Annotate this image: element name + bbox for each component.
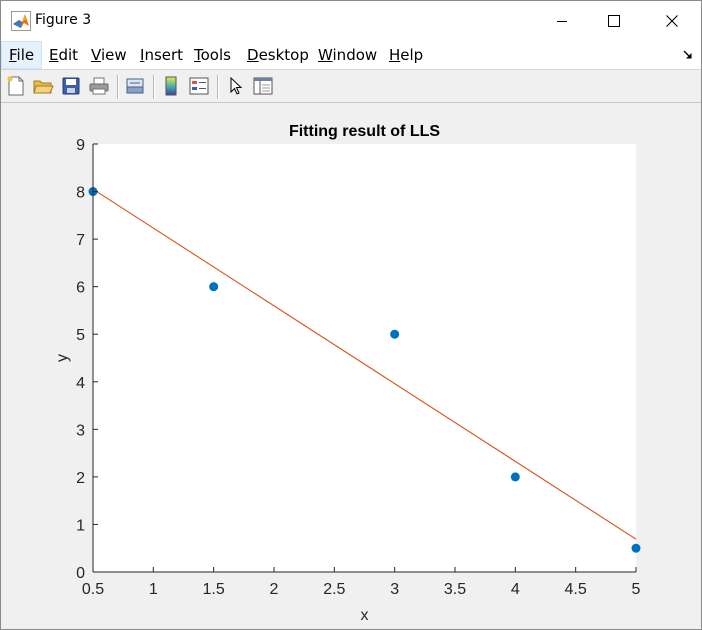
save-icon	[62, 77, 80, 95]
y-tick-label: 4	[76, 375, 85, 392]
close-button[interactable]	[649, 1, 695, 41]
data-point	[390, 329, 400, 339]
legend-icon	[189, 77, 209, 95]
print-button[interactable]	[88, 75, 110, 97]
menu-desktop[interactable]: Desktop	[247, 46, 309, 64]
open-file-button[interactable]	[32, 75, 54, 97]
new-figure-icon	[7, 76, 24, 96]
window-title: Figure 3	[35, 12, 92, 28]
x-axis-label: x	[361, 607, 369, 624]
y-tick-label: 0	[76, 565, 85, 582]
property-inspector-icon	[253, 77, 273, 95]
link-plot-button[interactable]	[124, 75, 146, 97]
figure-canvas[interactable]: 0.5 1 1.5 2 2.5 3 3.5 4 4.5 5 0 1 2 3 4 5 6 7 8 9 Fitting r…	[1, 103, 701, 629]
y-axis-label: y	[54, 354, 71, 362]
save-button[interactable]	[60, 75, 82, 97]
colorbar-icon	[165, 76, 177, 96]
toolbar-separator	[117, 75, 119, 99]
menu-view[interactable]: View	[91, 46, 127, 64]
y-tick-label: 7	[76, 232, 85, 249]
menu-file[interactable]: File	[1, 41, 43, 69]
menu-help[interactable]: Help	[389, 46, 424, 64]
y-tick-label: 3	[76, 422, 85, 439]
new-figure-button[interactable]	[5, 75, 27, 97]
print-icon	[89, 77, 109, 95]
dock-figure-icon[interactable]	[683, 50, 693, 60]
y-tick-label: 6	[76, 280, 85, 297]
menu-insert[interactable]: Insert	[140, 46, 184, 64]
close-icon	[666, 15, 678, 27]
minimize-icon	[557, 21, 567, 22]
y-tick-label: 5	[76, 327, 85, 344]
fit-line	[92, 188, 637, 540]
edit-plot-pointer-icon	[230, 76, 243, 95]
y-tick-label: 2	[76, 470, 85, 487]
edit-plot-button[interactable]	[225, 75, 247, 97]
menu-tools[interactable]: Tools	[194, 46, 231, 64]
x-tick-label: 3	[390, 581, 399, 598]
data-point	[631, 543, 641, 553]
insert-legend-button[interactable]	[188, 75, 210, 97]
insert-colorbar-button[interactable]	[160, 75, 182, 97]
x-tick-label: 2.5	[323, 581, 345, 598]
x-tick-label: 1	[149, 581, 158, 598]
x-tick-label: 3.5	[444, 581, 466, 598]
matlab-logo-icon	[11, 11, 31, 31]
y-tick-label: 1	[76, 517, 85, 534]
chart[interactable]: 0.5 1 1.5 2 2.5 3 3.5 4 4.5 5 0 1 2 3 4 5 6 7 8 9 Fitting r…	[1, 103, 701, 629]
x-tick-label: 5	[632, 581, 641, 598]
x-tick-label: 4.5	[565, 581, 587, 598]
toolbar-separator	[153, 75, 155, 99]
data-point	[209, 282, 219, 292]
open-file-icon	[33, 80, 54, 94]
menu-window[interactable]: Window	[318, 46, 378, 64]
chart-title: Fitting result of LLS	[289, 123, 440, 140]
x-tick-label: 2	[270, 581, 279, 598]
menu-bar: File Edit View Insert Tools Desktop Wind…	[1, 41, 701, 69]
y-tick-label: 9	[76, 137, 85, 154]
property-inspector-button[interactable]	[252, 75, 274, 97]
title-bar[interactable]: Figure 3	[1, 1, 701, 41]
menu-edit[interactable]: Edit	[49, 46, 79, 64]
x-tick-label: 0.5	[82, 581, 104, 598]
maximize-icon	[608, 15, 620, 27]
toolbar-separator	[217, 75, 219, 99]
minimize-button[interactable]	[539, 1, 585, 41]
link-plot-icon	[126, 78, 144, 94]
figure-toolbar	[1, 69, 701, 103]
x-tick-label: 1.5	[203, 581, 225, 598]
y-tick-label: 8	[76, 185, 85, 202]
axes-background	[93, 144, 636, 572]
x-tick-label: 4	[511, 581, 520, 598]
data-point	[510, 472, 520, 482]
maximize-button[interactable]	[591, 1, 637, 41]
